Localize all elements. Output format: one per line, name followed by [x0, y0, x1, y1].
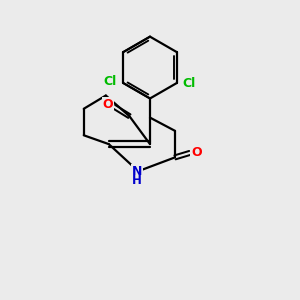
Text: Cl: Cl: [103, 75, 117, 88]
Text: N: N: [132, 165, 142, 178]
Text: H: H: [132, 174, 142, 187]
Text: O: O: [102, 98, 113, 111]
Text: O: O: [191, 146, 202, 159]
Text: Cl: Cl: [182, 76, 196, 89]
